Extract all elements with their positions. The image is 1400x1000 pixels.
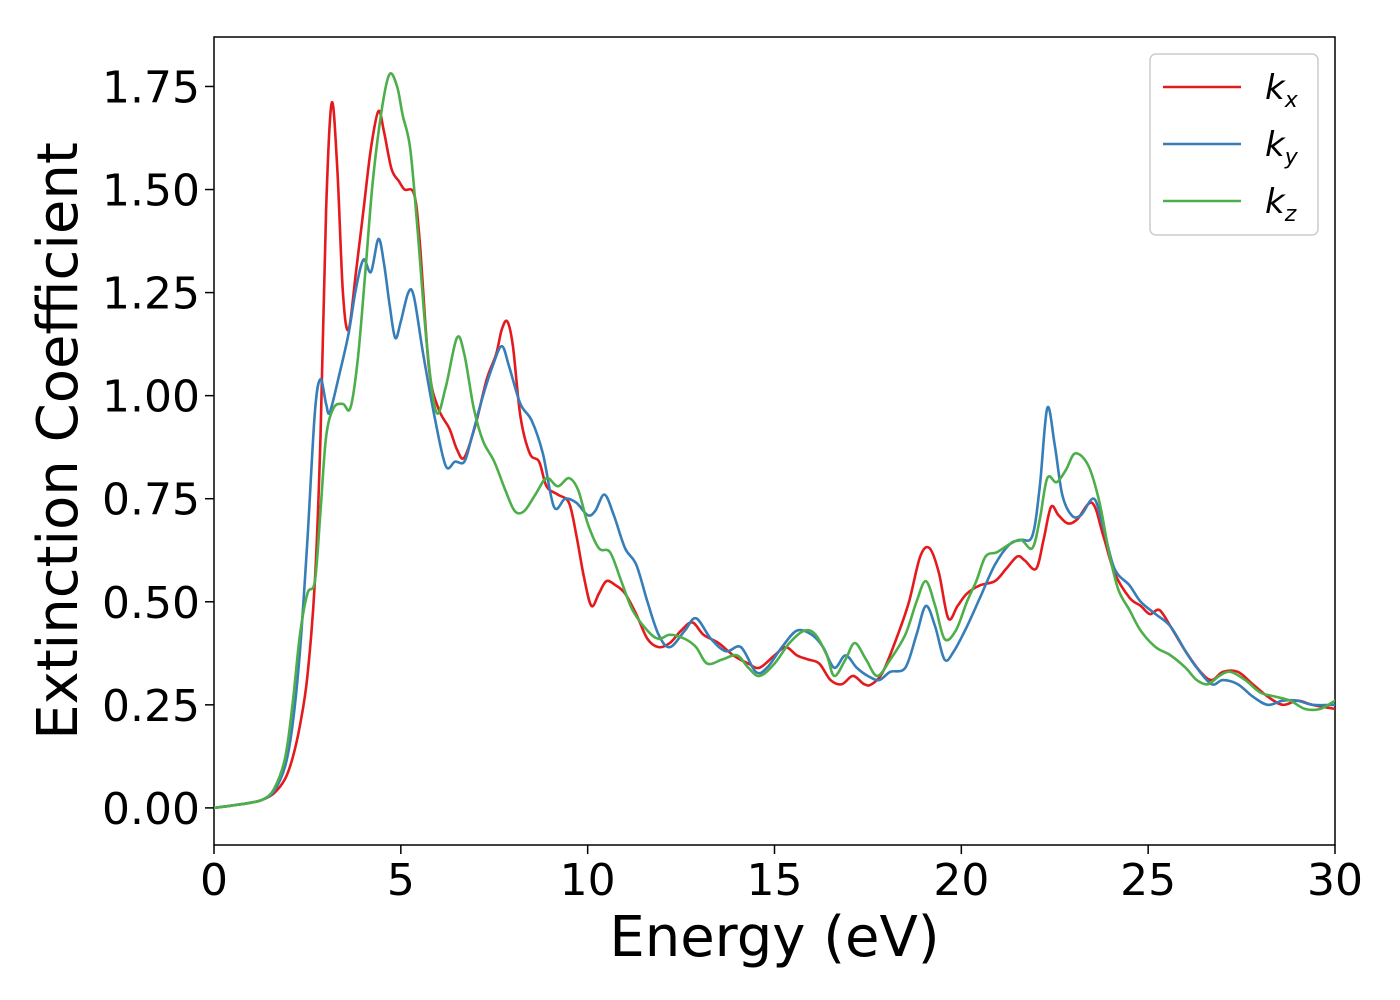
y-tick-label: 1.25 <box>102 269 200 320</box>
legend: kx ky kz <box>1149 53 1319 236</box>
x-tick-label: 5 <box>387 855 415 906</box>
y-tick-label: 1.75 <box>102 62 200 113</box>
y-tick-label: 1.50 <box>102 166 200 217</box>
series-layer <box>214 72 1335 810</box>
legend-label-kz: kz <box>1265 182 1297 227</box>
x-tick-label: 30 <box>1307 855 1363 906</box>
x-tick-label: 0 <box>200 855 228 906</box>
x-tick-label: 25 <box>1120 855 1176 906</box>
legend-label-kx: kx <box>1265 68 1299 113</box>
y-tick-label: 1.00 <box>102 372 200 423</box>
y-tick-label: 0.50 <box>102 578 200 629</box>
y-tick-label: 0.75 <box>102 475 200 526</box>
y-axis-title: Extinction Coefficient <box>26 142 91 740</box>
y-tick-label: 0.25 <box>102 681 200 732</box>
y-tick-label: 0.00 <box>102 784 200 835</box>
legend-label-ky: ky <box>1265 125 1299 170</box>
x-tick-label: 10 <box>560 855 616 906</box>
x-axis: 0 5 10 15 20 25 30 <box>200 845 1363 906</box>
series-line-kz <box>214 72 1335 810</box>
x-axis-title: Energy (eV) <box>609 905 939 970</box>
x-tick-label: 15 <box>747 855 803 906</box>
x-tick-label: 20 <box>933 855 989 906</box>
y-axis: 0.00 0.25 0.50 0.75 1.00 1.25 1.50 1.75 <box>102 62 214 835</box>
